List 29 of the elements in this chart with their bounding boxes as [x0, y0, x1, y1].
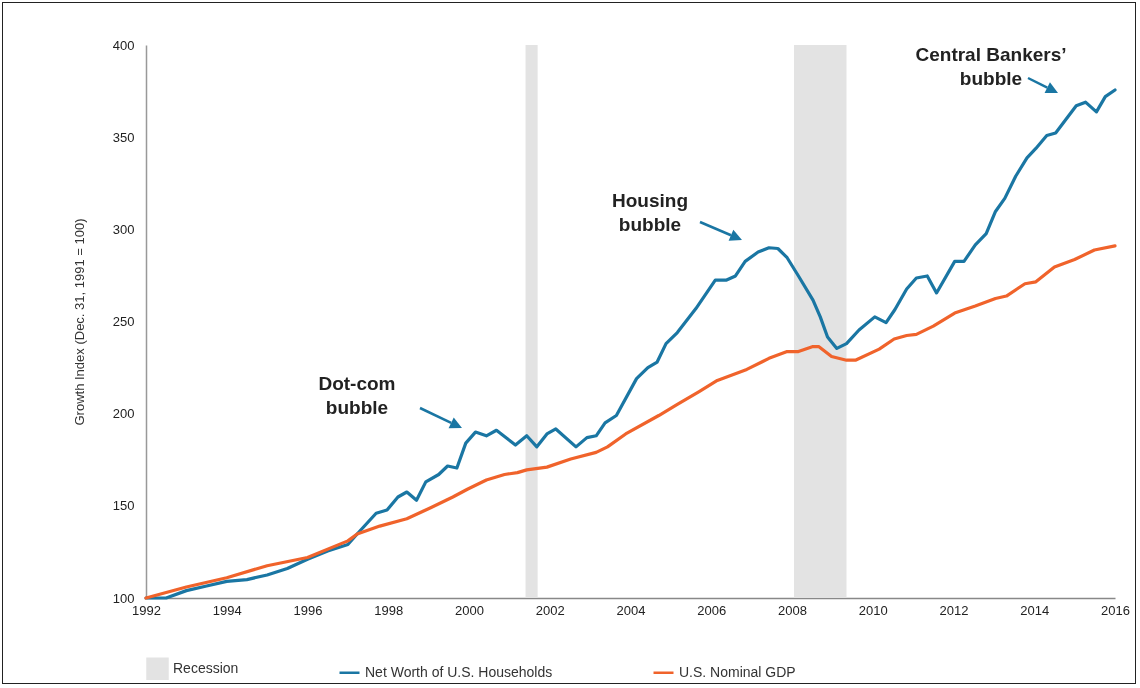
legend-label: Net Worth of U.S. Households	[365, 663, 553, 680]
annotation: Dot-com bubble	[318, 373, 396, 418]
x-tick-label: 1996	[293, 602, 323, 618]
legend-label: U.S. Nominal GDP	[679, 663, 796, 680]
x-tick-label: 1998	[374, 602, 404, 618]
annotation: Housing bubble	[612, 190, 688, 235]
x-tick-label: 2004	[616, 602, 646, 618]
x-tick-label: 2006	[697, 602, 727, 618]
y-axis-title: Growth Index (Dec. 31, 1991 = 100)	[71, 218, 87, 426]
x-tick-label: 2008	[778, 602, 807, 618]
y-tick-label: 400	[112, 37, 135, 53]
y-tick-label: 200	[112, 406, 135, 422]
annotation: Central Bankers’ bubble	[915, 44, 1067, 89]
x-tick-label: 1992	[132, 602, 161, 618]
x-tick-label: 2002	[535, 602, 565, 618]
x-tick-label: 2000	[455, 602, 484, 618]
y-tick-label: 100	[112, 590, 135, 606]
x-tick-label: 1994	[212, 602, 242, 618]
y-tick-label: 300	[112, 221, 135, 237]
line-series	[144, 88, 1117, 600]
x-tick-label: 2014	[1020, 602, 1050, 618]
x-tick-label: 2012	[939, 602, 969, 618]
y-tick-label: 350	[112, 129, 135, 145]
y-tick-label: 250	[112, 314, 135, 329]
legend-label: Recession	[173, 659, 239, 676]
x-tick-label: 2016	[1101, 602, 1130, 618]
line-series	[144, 244, 1117, 600]
x-tick-label: 2010	[858, 602, 888, 618]
y-tick-label: 150	[112, 498, 135, 514]
